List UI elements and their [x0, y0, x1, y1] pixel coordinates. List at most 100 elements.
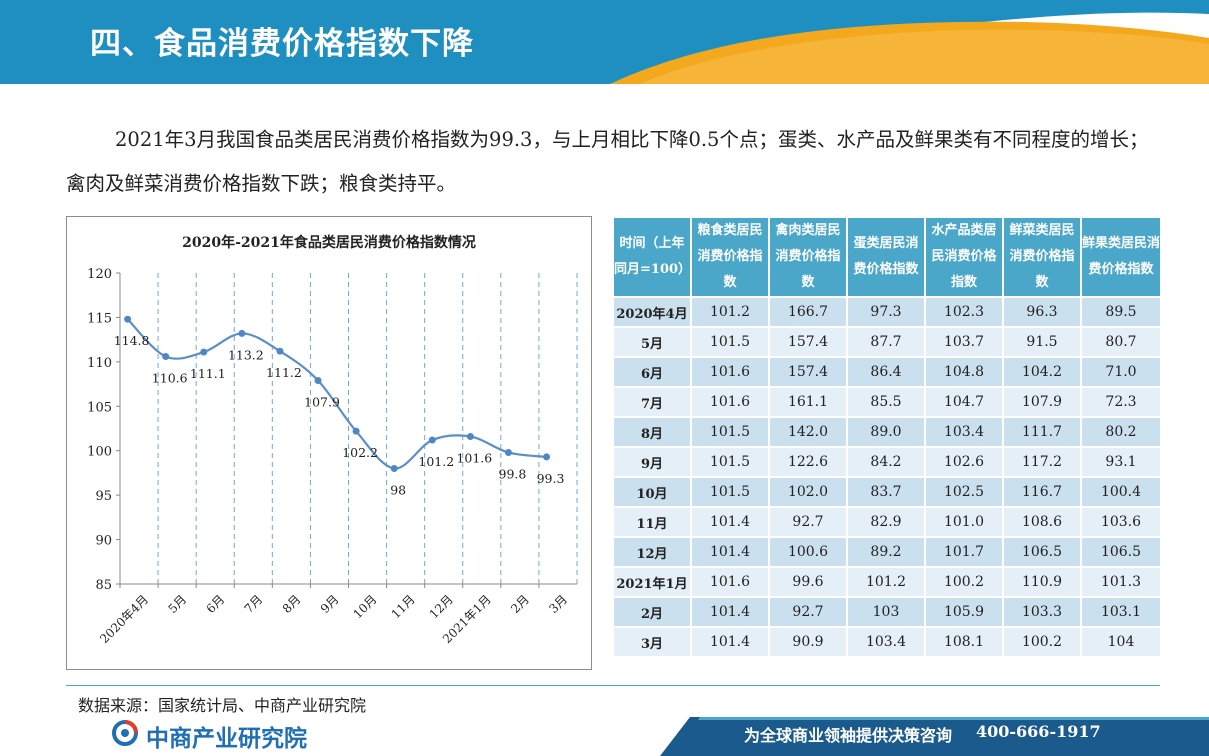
table-value-cell: 101.6	[690, 386, 770, 418]
chart-axes: 85 90 95 100 105 110 115 120 2020年4月 5月 6月 7月 8月 9月 10…	[87, 267, 577, 646]
table-month-cell: 7月	[612, 386, 692, 418]
table-value-cell: 157.4	[768, 356, 848, 388]
table-row: 10月 101.5 102.0 83.7 102.5 116.7 100.4	[612, 476, 1162, 508]
table-value-cell: 100.2	[924, 566, 1004, 598]
table-value-cell: 101.7	[924, 536, 1004, 568]
table-value-cell: 108.1	[924, 626, 1004, 658]
x-tick-label: 10月	[350, 592, 379, 621]
table-header-cell: 鲜果类居民消费价格指数	[1080, 216, 1162, 298]
table-value-cell: 104.8	[924, 356, 1004, 388]
table-value-cell: 101.4	[690, 596, 770, 628]
table-value-cell: 102.3	[924, 296, 1004, 328]
table-value-cell: 84.2	[846, 446, 926, 478]
table-value-cell: 101.2	[690, 296, 770, 328]
table-value-cell: 82.9	[846, 506, 926, 538]
table-row: 9月 101.5 122.6 84.2 102.6 117.2 93.1	[612, 446, 1162, 478]
table-month-cell: 5月	[612, 326, 692, 358]
data-label: 98	[390, 482, 406, 497]
table-header-cell: 时间（上年同月=100）	[612, 216, 692, 298]
table-value-cell: 92.7	[768, 596, 848, 628]
table-value-cell: 80.2	[1080, 416, 1162, 448]
chart-grid	[157, 273, 578, 584]
table-value-cell: 71.0	[1080, 356, 1162, 388]
table-value-cell: 93.1	[1080, 446, 1162, 478]
page-header: 四、食品消费价格指数下降	[0, 0, 1209, 84]
table-value-cell: 101.5	[690, 416, 770, 448]
table-header-cell: 鲜菜类居民消费价格指数	[1002, 216, 1082, 298]
table-month-cell: 6月	[612, 356, 692, 388]
y-tick-label: 105	[87, 400, 112, 415]
table-value-cell: 83.7	[846, 476, 926, 508]
table-value-cell: 101.4	[690, 506, 770, 538]
table-value-cell: 100.6	[768, 536, 848, 568]
table-value-cell: 105.9	[924, 596, 1004, 628]
table-value-cell: 117.2	[1002, 446, 1082, 478]
table-value-cell: 101.5	[690, 476, 770, 508]
table-value-cell: 107.9	[1002, 386, 1082, 418]
table-month-cell: 9月	[612, 446, 692, 478]
data-label: 113.2	[228, 347, 264, 362]
table-value-cell: 101.2	[846, 566, 926, 598]
header-banner-shape	[0, 0, 1209, 84]
y-tick-label: 120	[87, 267, 112, 282]
table-value-cell: 85.5	[846, 386, 926, 418]
table-value-cell: 103.1	[1080, 596, 1162, 628]
table-value-cell: 102.5	[924, 476, 1004, 508]
data-point	[352, 427, 360, 435]
table-month-cell: 8月	[612, 416, 692, 448]
x-tick-label: 3月	[546, 592, 570, 616]
y-tick-label: 95	[95, 489, 112, 504]
footer-phone: 400-666-1917	[976, 722, 1101, 741]
chart-title: 2020年-2021年食品类居民消费价格指数情况	[182, 234, 476, 251]
table-value-cell: 103.4	[846, 626, 926, 658]
x-tick-label: 2月	[508, 592, 532, 616]
data-label: 111.2	[266, 365, 302, 380]
table-value-cell: 142.0	[768, 416, 848, 448]
data-label: 99.3	[537, 471, 565, 486]
table-value-cell: 106.5	[1002, 536, 1082, 568]
table-month-cell: 10月	[612, 476, 692, 508]
table-value-cell: 103.4	[924, 416, 1004, 448]
data-label: 110.6	[152, 371, 188, 386]
data-label: 101.2	[418, 454, 454, 469]
table-value-cell: 92.7	[768, 506, 848, 538]
table-month-cell: 2021年1月	[612, 566, 692, 598]
table-value-cell: 101.0	[924, 506, 1004, 538]
table-row: 7月 101.6 161.1 85.5 104.7 107.9 72.3	[612, 386, 1162, 418]
y-tick-label: 100	[87, 445, 112, 460]
footer-divider	[66, 685, 1160, 686]
table-row: 6月 101.6 157.4 86.4 104.8 104.2 71.0	[612, 356, 1162, 388]
table-row: 5月 101.5 157.4 87.7 103.7 91.5 80.7	[612, 326, 1162, 358]
table-value-cell: 99.6	[768, 566, 848, 598]
x-tick-label: 2020年4月	[97, 592, 151, 646]
table-value-cell: 100.2	[1002, 626, 1082, 658]
data-point	[276, 347, 284, 355]
table-value-cell: 161.1	[768, 386, 848, 418]
table-value-cell: 122.6	[768, 446, 848, 478]
table-value-cell: 96.3	[1002, 296, 1082, 328]
table-value-cell: 101.3	[1080, 566, 1162, 598]
data-point	[162, 353, 170, 361]
intro-paragraph: 2021年3月我国食品类居民消费价格指数为99.3，与上月相比下降0.5个点；蛋…	[66, 128, 1149, 195]
footer-bar	[0, 715, 1209, 756]
cpi-table: 时间（上年同月=100） 粮食类居民消费价格指数 禽肉类居民消费价格指数 蛋类居民消费…	[612, 216, 1162, 658]
table-row: 2020年4月 101.2 166.7 97.3 102.3 96.3 89.5	[612, 296, 1162, 328]
footer-bar-shape	[660, 717, 1209, 756]
table-value-cell: 106.5	[1080, 536, 1162, 568]
table-value-cell: 104	[1080, 626, 1162, 658]
data-label: 102.2	[342, 445, 378, 460]
logo-icon	[112, 720, 138, 746]
data-point	[238, 329, 246, 337]
y-tick-label: 85	[95, 578, 112, 593]
table-value-cell: 89.2	[846, 536, 926, 568]
data-point	[428, 436, 436, 444]
x-tick-label: 9月	[318, 592, 342, 616]
y-tick-label: 90	[95, 534, 112, 549]
logo-text: 中商产业研究院	[146, 726, 307, 752]
table-row: 12月 101.4 100.6 89.2 101.7 106.5 106.5	[612, 536, 1162, 568]
table-value-cell: 89.5	[1080, 296, 1162, 328]
table-value-cell: 72.3	[1080, 386, 1162, 418]
table-value-cell: 100.4	[1080, 476, 1162, 508]
data-point	[504, 448, 512, 456]
table-value-cell: 89.0	[846, 416, 926, 448]
